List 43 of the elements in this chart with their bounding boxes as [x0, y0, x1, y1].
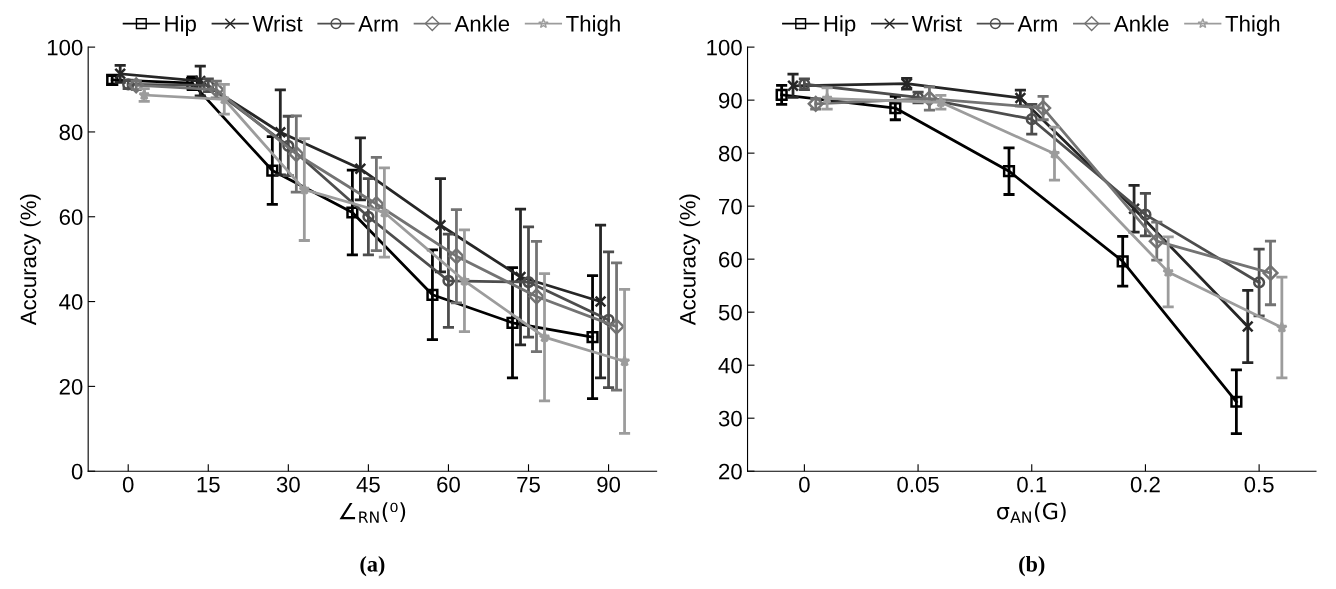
y-tick-label: 90: [719, 92, 742, 109]
y-tick-label: 80: [59, 124, 83, 141]
x-tick-label: 45: [356, 476, 380, 493]
y-tick-label: 20: [59, 378, 83, 395]
y-tick-label: 80: [718, 145, 742, 162]
y-tick-label: 50: [718, 304, 742, 321]
y-tick-label: 100: [47, 39, 83, 56]
x-tick-label: 0: [122, 476, 134, 493]
x-tick-label: 0.05: [897, 476, 939, 493]
y-tick-label: 40: [59, 294, 83, 310]
legend-label: Hip: [824, 15, 856, 37]
x-tick-label: 30: [276, 476, 300, 493]
x-tick-label: 90: [597, 476, 621, 493]
x-tick-label: 60: [437, 476, 460, 493]
y-tick-label: 40: [718, 357, 742, 374]
x-tick-label: 15: [197, 476, 220, 493]
text: (b): [1019, 556, 1045, 577]
y-tick-label: 60: [719, 251, 742, 268]
x-tick-label: 0.5: [1244, 476, 1274, 493]
x-tick-label: 75: [517, 476, 540, 493]
y-axis-title: Accuracy (%): [679, 194, 701, 326]
legend-label: Ankle: [454, 15, 510, 32]
y-tick-label: 0: [71, 463, 83, 480]
x-tick-label: 0.1: [1017, 476, 1047, 493]
legend-label: Hip: [165, 15, 196, 37]
legend-label: Thigh: [1225, 15, 1280, 37]
legend-label: Arm: [358, 16, 398, 32]
legend-label: Thigh: [566, 15, 620, 37]
legend-label: Wrist: [911, 15, 962, 32]
x-axis-title: ∠$_{RN}$(⁰): [339, 502, 406, 523]
x-tick-label: 0: [799, 476, 810, 493]
y-tick-label: 100: [707, 39, 742, 56]
y-axis-title: Accuracy (%): [19, 194, 41, 326]
y-tick-label: 60: [59, 209, 83, 226]
y-tick-label: 70: [719, 198, 742, 215]
y-tick-label: 30: [718, 410, 742, 427]
legend-label: Wrist: [252, 15, 303, 32]
y-tick-label: 20: [719, 463, 742, 480]
legend-label: Ankle: [1113, 15, 1169, 32]
x-tick-label: 0.2: [1130, 476, 1160, 493]
x-axis-title: σ$_{AN}$(G): [997, 502, 1066, 523]
legend-label: Arm: [1017, 16, 1057, 32]
text: (a): [360, 556, 385, 577]
